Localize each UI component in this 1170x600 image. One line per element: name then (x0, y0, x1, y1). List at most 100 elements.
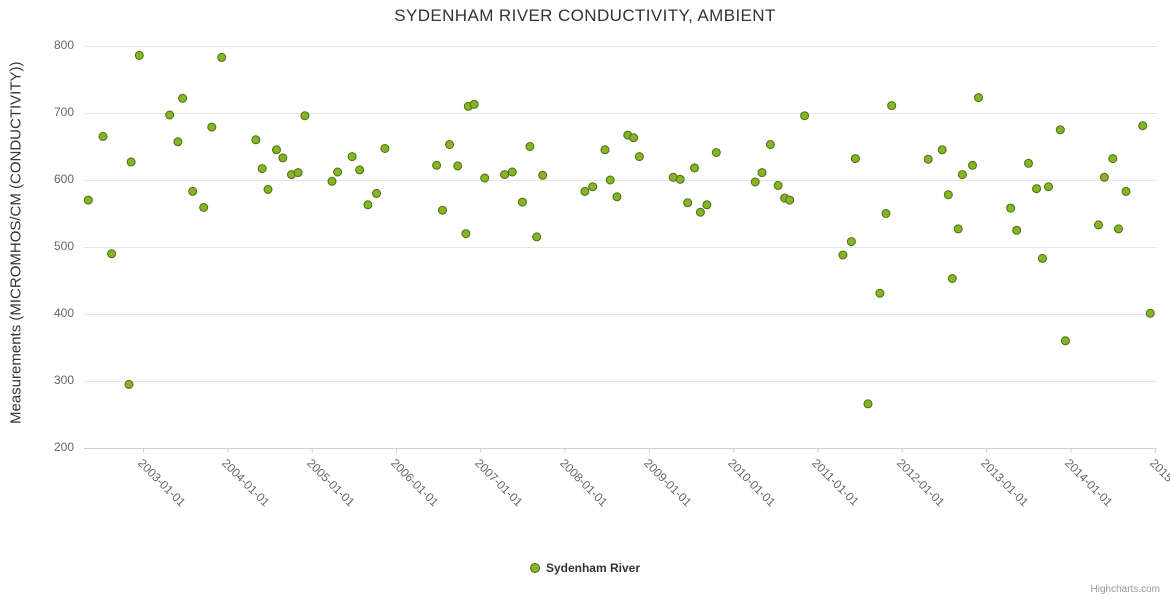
data-point[interactable] (695, 207, 705, 217)
data-point[interactable] (600, 145, 610, 155)
data-point[interactable] (1121, 186, 1131, 196)
data-point[interactable] (525, 142, 535, 151)
data-point[interactable] (588, 182, 598, 192)
data-point[interactable] (612, 192, 622, 202)
data-point[interactable] (263, 184, 273, 194)
data-point[interactable] (300, 111, 310, 121)
data-point[interactable] (461, 229, 471, 239)
data-point[interactable] (380, 144, 390, 153)
data-point[interactable] (947, 274, 957, 283)
data-point[interactable] (469, 99, 479, 109)
legend[interactable]: Sydenham River (0, 561, 1170, 575)
data-point[interactable] (207, 122, 217, 132)
data-point[interactable] (1055, 125, 1065, 135)
data-point[interactable] (1012, 225, 1022, 235)
highcharts-credits[interactable]: Highcharts.com (1090, 584, 1160, 595)
data-point[interactable] (1108, 154, 1118, 164)
data-point[interactable] (1038, 253, 1047, 263)
data-point[interactable] (1006, 203, 1016, 213)
data-point[interactable] (532, 232, 542, 242)
data-point[interactable] (943, 190, 953, 200)
data-point[interactable] (278, 153, 288, 163)
data-point[interactable] (173, 137, 183, 147)
y-tick-label: 200 (53, 440, 74, 454)
data-point[interactable] (634, 152, 644, 162)
data-point[interactable] (937, 145, 947, 155)
data-point[interactable] (251, 135, 261, 145)
data-point[interactable] (711, 148, 721, 157)
data-point[interactable] (363, 200, 373, 210)
data-point[interactable] (1138, 121, 1148, 131)
data-point[interactable] (124, 379, 134, 389)
data-point[interactable] (432, 160, 442, 170)
data-point[interactable] (923, 154, 933, 164)
data-point[interactable] (838, 250, 848, 260)
data-point[interactable] (507, 167, 517, 177)
data-point[interactable] (605, 175, 615, 185)
data-point[interactable] (846, 237, 856, 247)
data-point[interactable] (957, 170, 967, 180)
y-tick-label: 500 (53, 239, 74, 253)
data-point[interactable] (690, 163, 699, 173)
data-point[interactable] (1024, 158, 1033, 168)
data-point[interactable] (480, 173, 490, 183)
data-point[interactable] (629, 133, 639, 143)
data-point[interactable] (438, 205, 447, 215)
data-point[interactable] (272, 145, 281, 155)
data-point[interactable] (750, 177, 760, 187)
data-point[interactable] (1032, 184, 1042, 194)
data-point[interactable] (126, 157, 136, 167)
data-point[interactable] (773, 180, 783, 190)
data-point[interactable] (453, 161, 463, 171)
data-point[interactable] (881, 209, 891, 218)
y-tick-label: 400 (53, 306, 74, 320)
data-point[interactable] (517, 197, 527, 207)
data-point[interactable] (887, 101, 897, 111)
data-point[interactable] (702, 200, 712, 210)
data-point[interactable] (1094, 220, 1103, 230)
data-point[interactable] (1060, 336, 1070, 346)
y-tick-label: 800 (53, 38, 74, 52)
data-point[interactable] (333, 167, 343, 177)
data-point[interactable] (785, 195, 795, 205)
data-point[interactable] (188, 186, 198, 196)
data-point[interactable] (580, 186, 590, 196)
data-point[interactable] (1145, 308, 1155, 318)
data-point[interactable] (800, 111, 810, 121)
data-point[interactable] (765, 140, 775, 149)
data-point[interactable] (293, 168, 303, 178)
data-point[interactable] (98, 131, 108, 141)
data-point[interactable] (683, 198, 693, 208)
data-point[interactable] (953, 224, 963, 234)
data-point[interactable] (974, 93, 983, 103)
data-point[interactable] (217, 52, 227, 62)
data-point[interactable] (968, 160, 977, 170)
data-point[interactable] (372, 188, 381, 198)
data-point[interactable] (538, 170, 548, 180)
data-point[interactable] (347, 152, 357, 162)
data-point[interactable] (863, 399, 873, 409)
data-point[interactable] (355, 165, 365, 175)
data-point[interactable] (1099, 172, 1109, 182)
data-point[interactable] (1044, 182, 1053, 192)
y-tick-label: 700 (53, 105, 74, 119)
data-point[interactable] (83, 195, 93, 205)
data-point[interactable] (1114, 224, 1123, 234)
data-point[interactable] (327, 176, 337, 186)
data-point[interactable] (107, 249, 117, 259)
data-point[interactable] (850, 154, 860, 164)
data-point[interactable] (134, 50, 144, 60)
data-point[interactable] (675, 174, 685, 184)
data-point[interactable] (178, 93, 188, 103)
data-point[interactable] (757, 168, 767, 178)
data-point[interactable] (199, 203, 209, 212)
data-point[interactable] (875, 288, 885, 298)
data-point[interactable] (257, 164, 267, 174)
data-point[interactable] (445, 140, 454, 149)
y-tick-label: 300 (53, 373, 74, 387)
legend-item-sydenham-river[interactable]: Sydenham River (545, 561, 641, 575)
data-point[interactable] (500, 170, 510, 180)
data-point[interactable] (165, 110, 175, 120)
